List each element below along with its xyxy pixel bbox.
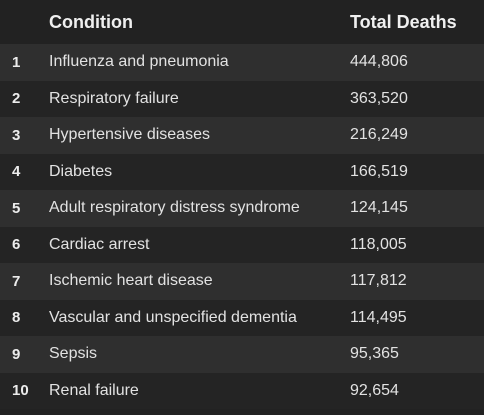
table-row: 9 Sepsis 95,365 — [0, 336, 484, 373]
row-condition: Vascular and unspecified dementia — [49, 308, 297, 326]
row-total-deaths: 124,145 — [350, 199, 408, 217]
table-row: 5 Adult respiratory distress syndrome 12… — [0, 190, 484, 227]
table-row: 1 Influenza and pneumonia 444,806 — [0, 44, 484, 81]
row-rank: 8 — [12, 309, 21, 327]
row-rank: 9 — [12, 345, 21, 363]
header-total-deaths: Total Deaths — [350, 11, 457, 32]
row-condition: Cardiac arrest — [49, 235, 150, 253]
row-total-deaths: 216,249 — [350, 126, 408, 144]
row-total-deaths: 444,806 — [350, 53, 408, 71]
row-condition: Ischemic heart disease — [49, 272, 213, 290]
header-condition: Condition — [49, 11, 133, 32]
row-rank: 10 — [12, 382, 29, 400]
table-row: 3 Hypertensive diseases 216,249 — [0, 117, 484, 154]
row-total-deaths: 117,812 — [350, 272, 407, 290]
row-condition: Diabetes — [49, 162, 113, 180]
row-rank: 4 — [12, 163, 21, 181]
row-condition: Hypertensive diseases — [49, 126, 210, 144]
row-total-deaths: 166,519 — [350, 162, 408, 180]
row-rank: 6 — [12, 236, 21, 254]
row-condition: Sepsis — [49, 345, 98, 363]
row-condition: Respiratory failure — [49, 89, 179, 107]
table-header: Condition Total Deaths — [0, 0, 484, 44]
row-rank: 7 — [12, 272, 21, 290]
row-total-deaths: 363,520 — [350, 89, 408, 107]
table-row: 8 Vascular and unspecified dementia 114,… — [0, 299, 484, 336]
row-rank: 5 — [12, 199, 21, 217]
row-total-deaths: 114,495 — [350, 308, 407, 326]
table-row: 2 Respiratory failure 363,520 — [0, 80, 484, 117]
row-condition: Renal failure — [49, 381, 139, 399]
table-row: 6 Cardiac arrest 118,005 — [0, 226, 484, 263]
row-condition: Influenza and pneumonia — [49, 53, 229, 71]
row-rank: 1 — [12, 53, 21, 71]
row-condition: Adult respiratory distress syndrome — [49, 199, 300, 217]
row-rank: 2 — [12, 90, 21, 108]
row-rank: 3 — [12, 126, 21, 144]
row-total-deaths: 95,365 — [350, 345, 399, 363]
table-row: 4 Diabetes 166,519 — [0, 153, 484, 190]
row-total-deaths: 118,005 — [350, 235, 407, 253]
table-row: 10 Renal failure 92,654 — [0, 372, 484, 409]
row-total-deaths: 92,654 — [350, 381, 399, 399]
table-row: 7 Ischemic heart disease 117,812 — [0, 263, 484, 300]
